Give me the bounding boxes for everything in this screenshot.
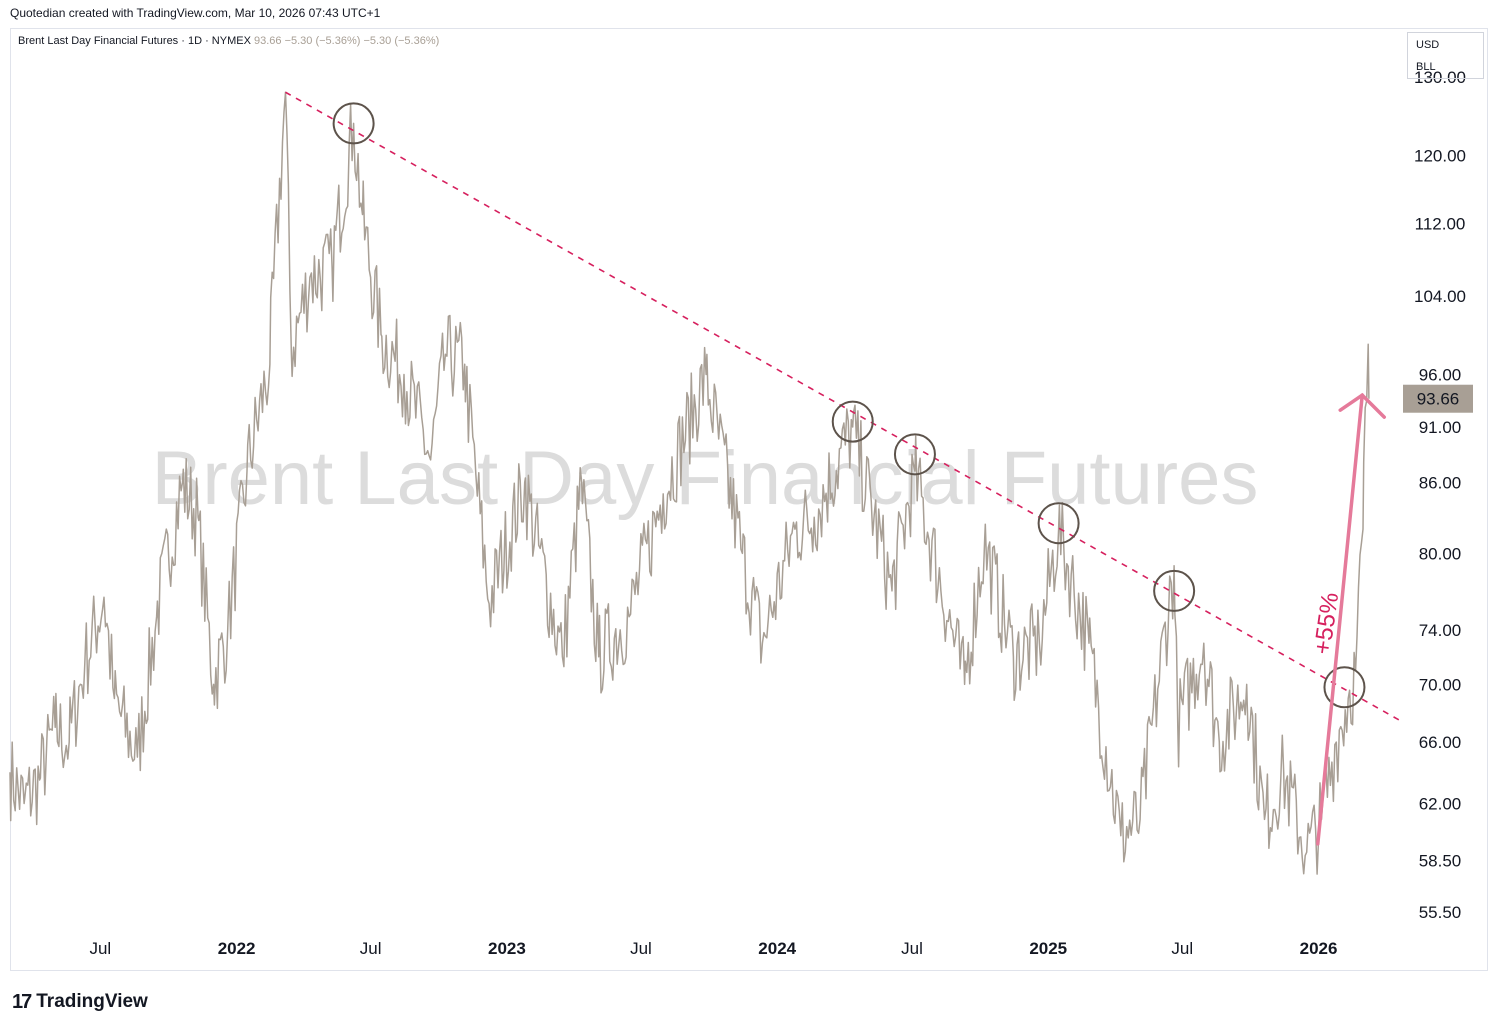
y-tick-label: 58.50 bbox=[1419, 852, 1462, 871]
y-tick-label: 70.00 bbox=[1419, 675, 1462, 694]
logo-text: TradingView bbox=[36, 991, 148, 1012]
watermark: Brent Last Day Financial Futures bbox=[152, 436, 1259, 521]
last-price-label: 93.66 bbox=[1417, 390, 1460, 409]
y-tick-label: 112.00 bbox=[1415, 214, 1466, 233]
x-tick-label: 2025 bbox=[1029, 939, 1067, 958]
x-tick-label: Jul bbox=[89, 939, 111, 958]
symbol-quote: 93.66 −5.30 (−5.36%) −5.30 (−5.36%) bbox=[253, 35, 440, 47]
y-tick-label: 80.00 bbox=[1419, 544, 1462, 563]
x-tick-label: 2023 bbox=[488, 939, 526, 958]
y-tick-label: 91.00 bbox=[1419, 418, 1462, 437]
logo-icon: 17 bbox=[12, 990, 32, 1013]
highlight-circle bbox=[1153, 569, 1196, 612]
highlight-circle bbox=[831, 400, 874, 443]
y-tick-label: 86.00 bbox=[1419, 473, 1462, 492]
x-tick-label: 2026 bbox=[1300, 939, 1338, 958]
x-tick-label: Jul bbox=[360, 939, 382, 958]
tradingview-logo[interactable]: 17 TradingView bbox=[12, 990, 148, 1014]
x-tick-label: 2024 bbox=[758, 939, 796, 958]
x-tick-label: Jul bbox=[630, 939, 652, 958]
x-tick-label: 2022 bbox=[218, 939, 256, 958]
symbol-name: Brent Last Day Financial Futures · 1D · … bbox=[18, 35, 251, 47]
arrow-shaft bbox=[1316, 393, 1364, 846]
x-tick-label: Jul bbox=[1171, 939, 1193, 958]
y-tick-label: 55.50 bbox=[1419, 903, 1462, 922]
last-price-badge bbox=[1403, 384, 1473, 413]
unit-selector[interactable]: USD BLL bbox=[1407, 32, 1484, 79]
highlight-circle bbox=[332, 102, 375, 145]
y-tick-label: 62.00 bbox=[1419, 794, 1462, 813]
highlight-circle bbox=[893, 433, 936, 476]
arrow-head bbox=[1338, 392, 1386, 419]
highlight-circle bbox=[1037, 502, 1080, 545]
currency-label: USD bbox=[1416, 39, 1440, 51]
y-tick-label: 130.00 bbox=[1414, 68, 1466, 87]
y-tick-label: 120.00 bbox=[1414, 147, 1466, 166]
y-tick-label: 66.00 bbox=[1419, 733, 1462, 752]
chart-caption: Quotedian created with TradingView.com, … bbox=[10, 6, 381, 20]
y-tick-label: 104.00 bbox=[1414, 287, 1466, 306]
symbol-info: Brent Last Day Financial Futures · 1D · … bbox=[18, 35, 439, 47]
highlight-circle bbox=[1323, 666, 1366, 709]
unit-label: BLL bbox=[1416, 61, 1436, 73]
chart-frame bbox=[10, 28, 1488, 971]
y-tick-label: 96.00 bbox=[1419, 366, 1462, 385]
price-line bbox=[9, 91, 1370, 875]
y-tick-label: 74.00 bbox=[1419, 621, 1462, 640]
trendline bbox=[285, 91, 1400, 721]
x-tick-label: Jul bbox=[901, 939, 923, 958]
